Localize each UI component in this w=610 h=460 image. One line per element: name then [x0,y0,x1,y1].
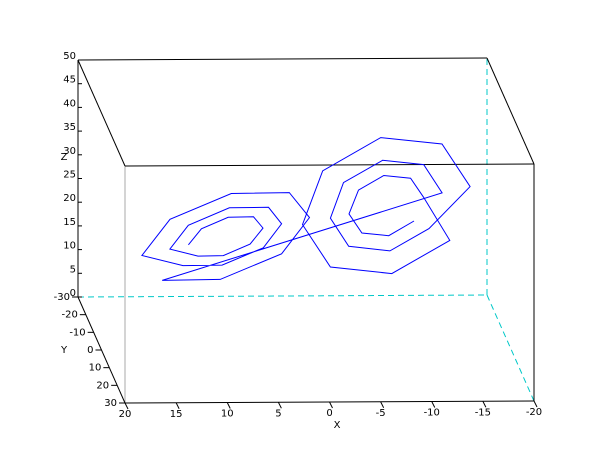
z-axis-label: Z [61,152,68,163]
x-tick [380,401,385,408]
z-tick-label: 35 [63,122,76,133]
z-tick-label: 50 [63,51,76,62]
x-tick [277,402,282,409]
x-tick [175,402,180,409]
z-tick-label: 5 [70,264,76,275]
z-tick-label: 10 [63,241,76,252]
hidden-edge [77,294,488,298]
x-tick-label: 0 [326,408,332,419]
x-tick-label: 15 [170,409,183,420]
box-edge [124,163,535,167]
x-tick-label: -5 [376,408,386,419]
trajectory [141,137,471,281]
x-tick [533,400,538,408]
z-tick-label: 40 [63,98,76,109]
z-tick-label: 45 [63,75,76,86]
x-tick [226,402,231,409]
box-edge [486,57,535,165]
x-tick [124,402,129,410]
x-tick-label: 10 [221,409,234,420]
z-tick-label: 15 [63,217,76,228]
y-tick-label: -10 [69,327,85,338]
x-tick-label: -15 [475,407,491,418]
x-tick-label: -20 [526,407,542,418]
x-tick [329,401,333,409]
hidden-edge [486,294,535,402]
x-tick-label: 20 [119,409,132,420]
y-tick-label: 10 [89,363,102,374]
x-tick [482,401,487,408]
y-tick-label: 20 [96,380,109,391]
z-tick-label: 25 [63,170,76,181]
y-axis-label: Y [60,345,68,356]
box-edge [77,59,126,167]
x-tick [431,401,436,408]
box-edge [77,57,488,61]
y-tick-label: -30 [54,292,70,303]
x-tick-label: -10 [424,408,440,419]
y-tick-label: 0 [87,345,93,356]
y-tick-label: -20 [61,310,77,321]
y-tick-label: 30 [104,398,117,409]
x-tick-label: 5 [275,408,281,419]
z-tick-label: 30 [63,146,76,157]
x-axis-label: X [334,420,341,431]
z-tick-label: 0 [70,288,76,299]
z-tick-label: 20 [63,193,76,204]
